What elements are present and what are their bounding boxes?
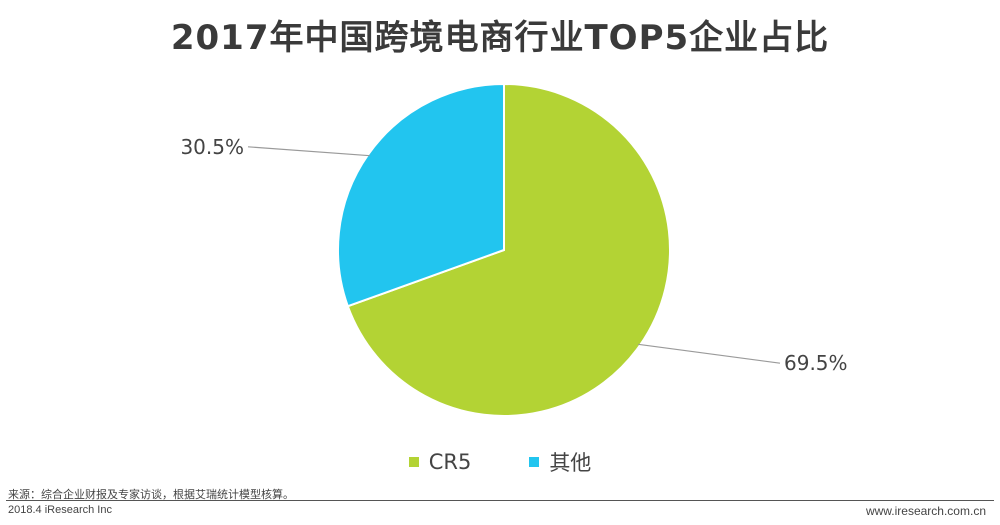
leader-line-cr5 xyxy=(638,343,781,364)
chart-title: 2017年中国跨境电商行业TOP5企业占比 xyxy=(170,18,830,58)
pie-slice-cr5 xyxy=(346,82,671,417)
legend-label-other: 其他 xyxy=(549,451,592,475)
source-note: 来源：综合企业财报及专家访谈，根据艾瑞统计模型核算。 xyxy=(8,488,294,501)
legend-item-other: 其他 xyxy=(529,447,591,477)
copyright-text: 2018.4 iResearch Inc xyxy=(8,504,112,516)
legend-label-cr5: CR5 xyxy=(428,450,472,474)
legend-swatch-other xyxy=(529,457,540,467)
leader-line-other xyxy=(247,146,370,157)
data-label-other: 30.5% xyxy=(180,135,244,159)
chart-legend: CR5 其他 xyxy=(0,447,1000,477)
data-label-cr5: 69.5% xyxy=(784,351,848,375)
footer-divider xyxy=(6,500,994,501)
legend-swatch-cr5 xyxy=(408,457,419,467)
legend-item-cr5: CR5 xyxy=(408,447,472,477)
pie-slice-other xyxy=(337,82,505,308)
website-link[interactable]: www.iresearch.com.cn xyxy=(865,504,986,518)
